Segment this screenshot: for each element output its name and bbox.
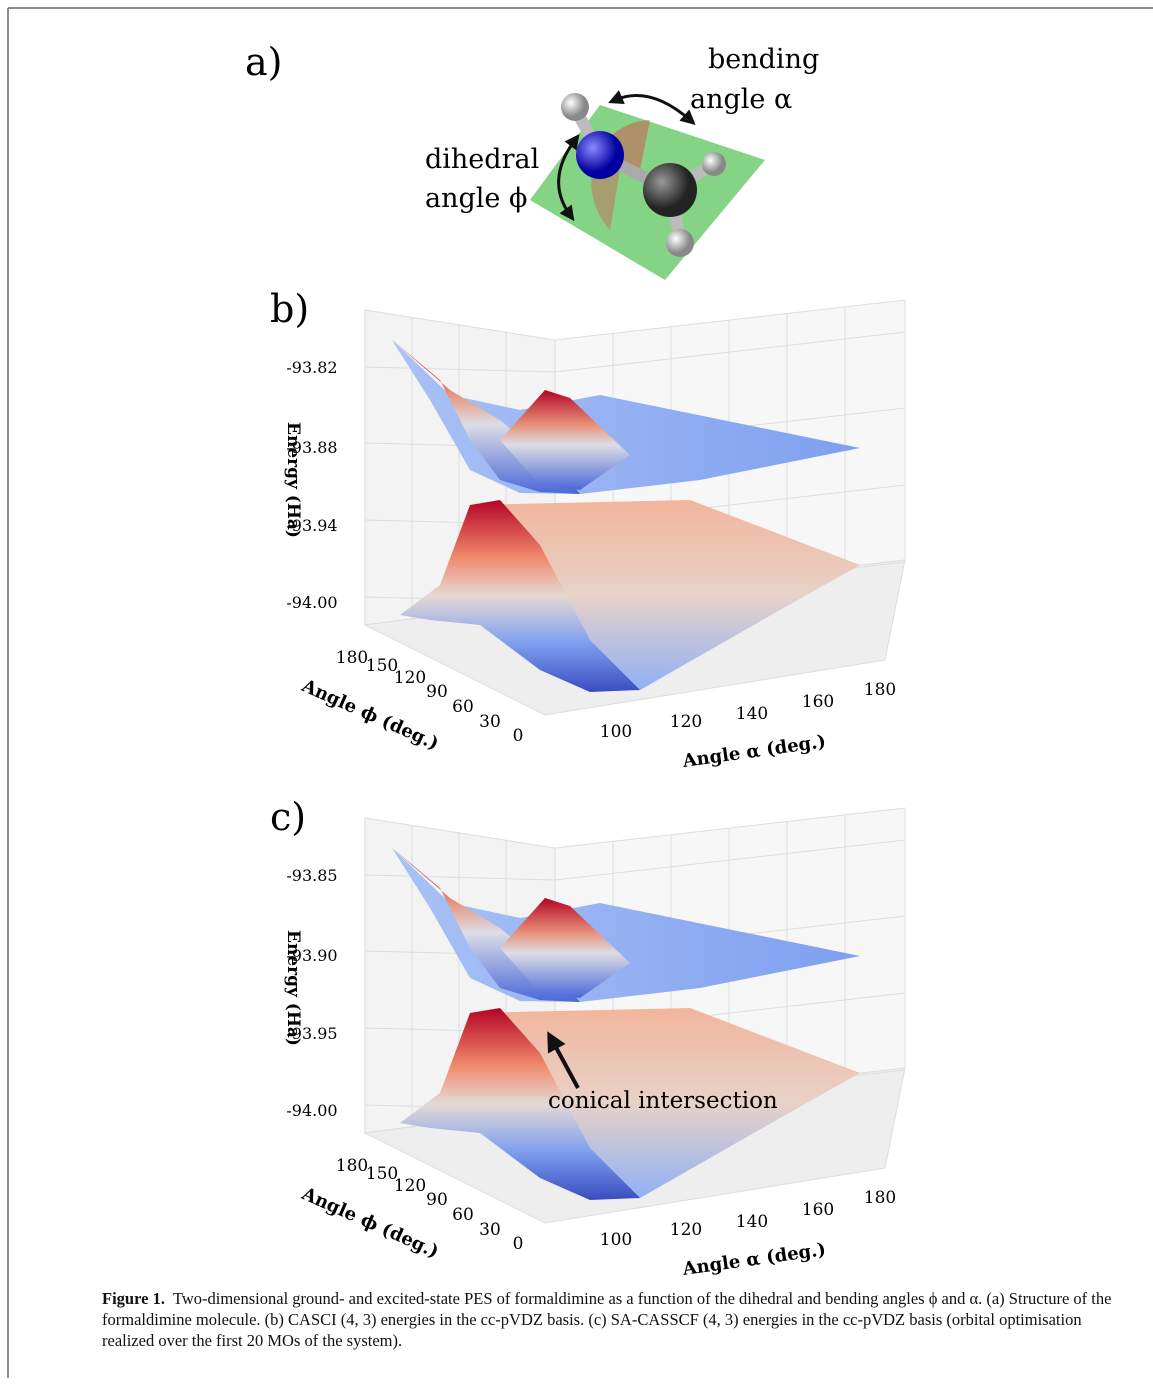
y-tick-label: 60 [452, 1205, 474, 1225]
dihedral-label: angle ϕ [425, 183, 527, 214]
lower-surface [470, 1008, 860, 1198]
lower-surface [400, 1008, 640, 1200]
x-tick-label: 160 [802, 692, 834, 712]
x-axis-label: Angle α (deg.) [680, 1239, 827, 1280]
annotation: conical intersection [548, 1088, 778, 1114]
z-axis-label: Energy (Ha) [283, 930, 303, 1046]
y-tick-label: 30 [479, 712, 501, 732]
z-tick-label: -94.00 [286, 1101, 337, 1120]
y-tick-label: 150 [366, 1164, 398, 1184]
y-tick-label: 150 [366, 656, 398, 676]
x-tick-label: 180 [864, 1188, 896, 1208]
y-tick-label: 180 [336, 1156, 368, 1176]
grid-line [364, 839, 906, 881]
y-tick-label: 60 [452, 697, 474, 717]
z-tick-label: -93.90 [286, 946, 337, 965]
x-tick-label: 140 [736, 704, 768, 724]
molecule [530, 90, 765, 280]
y-tick-label: 120 [394, 668, 426, 688]
x-tick-label: 140 [736, 1212, 768, 1232]
lower-surface [400, 500, 640, 692]
upper-surface [500, 390, 630, 490]
x-tick-label: 160 [802, 1200, 834, 1220]
z-tick-label: -94.00 [286, 593, 337, 612]
y-tick-label: 90 [426, 682, 448, 702]
y-tick-label: 180 [336, 648, 368, 668]
bending-label: angle α [690, 84, 792, 115]
grid-line [364, 331, 906, 373]
bending-label: bending [708, 44, 819, 75]
panel-label: c) [270, 795, 306, 839]
caption: Figure 1. Two-dimensional ground- and ex… [102, 1288, 1112, 1351]
y-tick-label: 90 [426, 1190, 448, 1210]
y-tick-label: 0 [513, 726, 524, 746]
z-tick-label: -93.85 [286, 866, 337, 885]
z-tick-label: -93.88 [286, 438, 337, 457]
z-axis-label: Energy (Ha) [283, 422, 303, 538]
upper-surface [500, 898, 630, 998]
z-tick-label: -93.95 [286, 1024, 337, 1043]
x-tick-label: 120 [670, 1220, 702, 1240]
annotation-arrow [547, 1031, 580, 1089]
y-tick-label: 0 [513, 1234, 524, 1254]
y-tick-label: 120 [394, 1176, 426, 1196]
x-tick-label: 120 [670, 712, 702, 732]
x-tick-label: 180 [864, 680, 896, 700]
caption-label: Figure 1. [102, 1289, 165, 1308]
panel-label: b) [270, 287, 309, 331]
x-axis-label: Angle α (deg.) [680, 731, 827, 772]
lower-surface [470, 500, 860, 690]
panel-label: a) [245, 40, 282, 84]
x-tick-label: 100 [600, 722, 632, 742]
z-tick-label: -93.82 [286, 358, 337, 377]
y-tick-label: 30 [479, 1220, 501, 1240]
dihedral-label: dihedral [425, 144, 539, 175]
caption-text: Two-dimensional ground- and excited-stat… [102, 1289, 1112, 1350]
x-tick-label: 100 [600, 1230, 632, 1250]
z-tick-label: -93.94 [286, 516, 337, 535]
